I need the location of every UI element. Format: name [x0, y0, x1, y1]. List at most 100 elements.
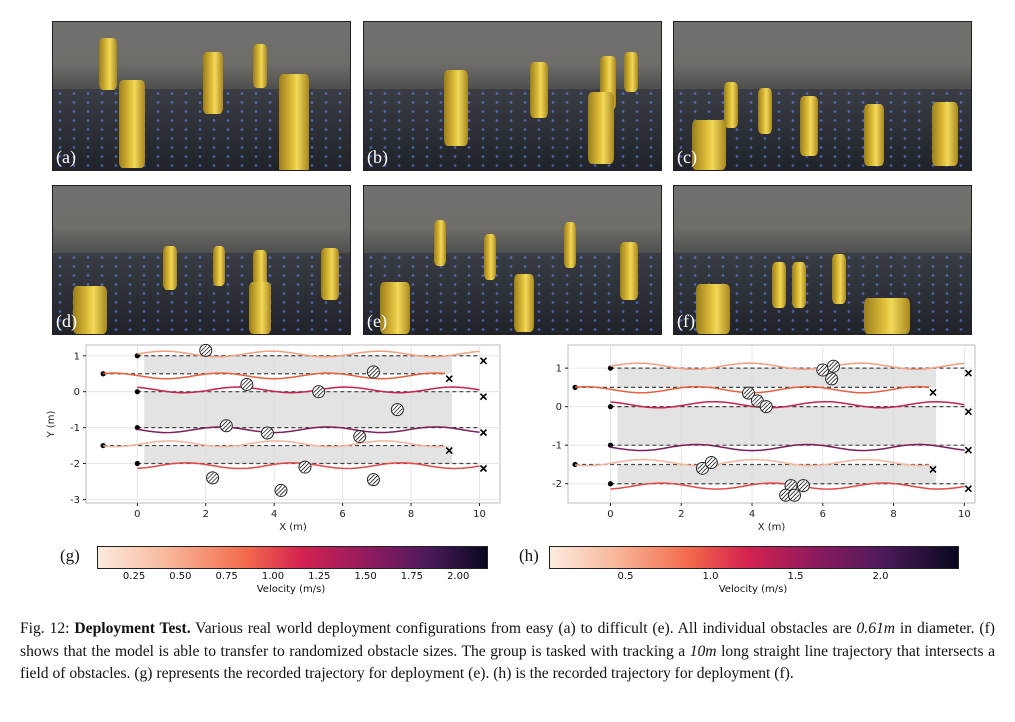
- obstacle-hatch: [200, 345, 212, 356]
- y-tick-label: 0: [74, 387, 80, 398]
- obstacle-hatch: [798, 480, 809, 491]
- y-tick-label: 1: [74, 351, 80, 362]
- y-tick-label: -1: [70, 423, 80, 434]
- x-tick-label: 10: [473, 509, 486, 520]
- start-point: [607, 442, 614, 448]
- end-point: [964, 408, 972, 416]
- obstacle: [724, 82, 738, 128]
- obstacle: [279, 74, 309, 170]
- caption-math-1: 0.61m: [856, 620, 896, 637]
- obstacle: [800, 96, 818, 156]
- colorbar-tick-label: 1.50: [354, 571, 377, 582]
- obstacle-hatch: [760, 401, 772, 412]
- y-tick-label: -2: [70, 459, 80, 470]
- x-tick-label: 0: [134, 509, 140, 520]
- x-tick-label: 8: [408, 509, 414, 520]
- start-point: [607, 404, 614, 410]
- obstacle: [99, 38, 117, 90]
- photo-a: (a): [52, 21, 351, 171]
- x-tick-label: 4: [271, 509, 277, 520]
- trajectory: [103, 372, 446, 380]
- obstacle: [514, 274, 534, 332]
- x-tick-label: 4: [749, 509, 755, 520]
- start-point: [607, 481, 614, 487]
- colorbar-tick-label: 0.25: [122, 571, 146, 582]
- end-point: [929, 465, 937, 474]
- x-tick-label: 0: [607, 509, 613, 520]
- ceiling: [674, 22, 971, 89]
- photo-label: (b): [367, 147, 388, 167]
- figure-caption: Fig. 12: Deployment Test. Various real w…: [20, 618, 995, 686]
- trajectory: [137, 350, 480, 358]
- end-point: [479, 464, 488, 473]
- obstacle-hatch: [299, 461, 311, 473]
- obstacle-hatch: [743, 387, 754, 399]
- obstacle-hatch: [697, 463, 708, 474]
- obstacle: [864, 298, 910, 334]
- colorbar-g-title: Velocity (m/s): [256, 584, 326, 595]
- obstacle: [203, 52, 223, 114]
- x-tick-label: 2: [678, 509, 684, 520]
- colorbar-tick-label: 1.0: [702, 571, 719, 582]
- obstacle: [73, 286, 107, 334]
- end-point: [964, 369, 972, 377]
- obstacle: [163, 246, 177, 290]
- ceiling: [364, 22, 661, 89]
- obstacle-hatch: [789, 490, 800, 501]
- photo-label: (d): [56, 311, 77, 331]
- obstacle: [832, 254, 846, 304]
- obstacle-hatch: [368, 366, 379, 378]
- photo-b: (b): [363, 21, 662, 171]
- trajectory: [137, 386, 480, 394]
- obstacle-hatch: [368, 474, 379, 485]
- end-point: [479, 429, 488, 437]
- obstacle: [380, 282, 410, 334]
- y-tick-label: -2: [552, 479, 562, 490]
- end-point: [445, 446, 453, 455]
- obstacle-hatch: [706, 457, 717, 468]
- obstacle: [444, 70, 468, 146]
- start-point: [100, 442, 106, 449]
- x-tick-label: 10: [958, 509, 971, 520]
- colorbar-tick-label: 0.5: [617, 571, 634, 582]
- obstacle-hatch: [313, 386, 324, 397]
- start-point: [134, 460, 140, 467]
- caption-text-2: in diameter. (f) shows that the model is…: [20, 620, 995, 660]
- panel-label-g: (g): [60, 546, 80, 565]
- obstacle: [321, 248, 339, 300]
- deviation-band: [144, 391, 453, 428]
- photo-label: (a): [56, 147, 76, 167]
- ceiling: [53, 186, 350, 253]
- colorbar-tick-label: 0.50: [169, 571, 192, 582]
- obstacle: [253, 44, 267, 88]
- x-axis-label: X (m): [758, 522, 786, 533]
- obstacle-hatch: [241, 379, 253, 390]
- obstacle-hatch: [262, 427, 273, 439]
- photo-label: (e): [367, 311, 387, 331]
- obstacle: [119, 80, 145, 168]
- obstacle: [932, 102, 958, 166]
- deviation-band: [617, 464, 937, 484]
- obstacle: [564, 222, 576, 268]
- panel-label-h: (h): [519, 546, 539, 565]
- ceiling: [674, 186, 971, 253]
- obstacle-hatch: [354, 431, 366, 442]
- caption-title: Deployment Test.: [74, 620, 191, 637]
- caption-text-3: long straight line trajectory that inter…: [20, 642, 995, 683]
- deviation-band: [617, 406, 937, 446]
- obstacle: [772, 262, 786, 308]
- end-point: [929, 388, 937, 396]
- obstacle: [588, 92, 614, 164]
- obstacle-hatch: [828, 360, 839, 372]
- end-point: [479, 393, 488, 401]
- photo-f: (f): [673, 185, 972, 335]
- start-point: [100, 371, 106, 377]
- y-tick-label: -3: [70, 495, 80, 506]
- caption-math-2: 10m: [689, 642, 717, 660]
- y-tick-label: 0: [556, 402, 562, 413]
- start-point: [607, 365, 614, 371]
- photo-e: (e): [363, 185, 662, 335]
- colorbar-h: [549, 546, 959, 569]
- end-point: [479, 357, 488, 365]
- x-tick-label: 6: [820, 509, 826, 520]
